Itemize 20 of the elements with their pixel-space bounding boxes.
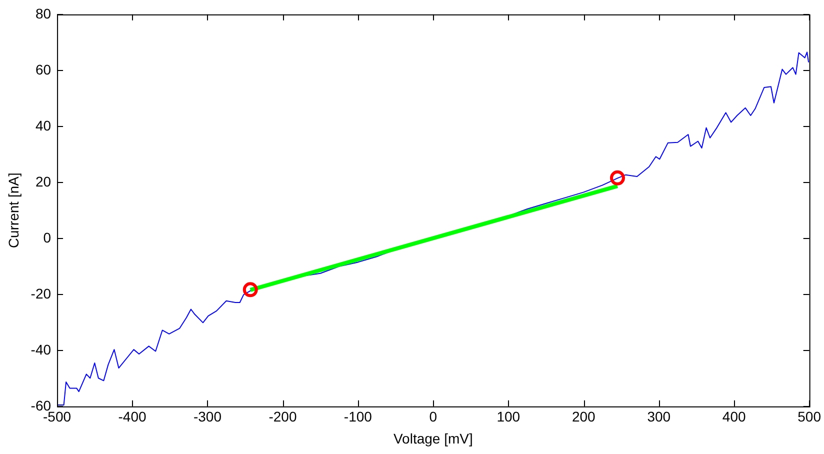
x-tick-label: 0 — [429, 408, 438, 425]
x-tick-label: -400 — [118, 408, 146, 425]
y-tick-label: -60 — [30, 397, 52, 414]
y-tick-label: 20 — [35, 173, 52, 190]
x-tick-label: -300 — [193, 408, 222, 425]
y-tick-label: 0 — [43, 229, 52, 246]
x-tick-label: -100 — [344, 408, 372, 425]
y-tick-label: 80 — [35, 5, 52, 22]
y-tick-label: 40 — [35, 117, 52, 134]
x-tick-label: 200 — [572, 408, 596, 425]
y-tick-label: -20 — [30, 285, 52, 302]
x-tick-label: 500 — [798, 408, 822, 425]
x-tick-label: 100 — [496, 408, 520, 425]
x-axis-title: Voltage [mV] — [393, 430, 473, 446]
y-axis-title: Current [nA] — [5, 172, 22, 248]
x-tick-label: -200 — [268, 408, 297, 425]
x-tick-label: 300 — [647, 408, 671, 425]
x-tick-label: 400 — [722, 408, 746, 425]
y-tick-label: -40 — [30, 341, 52, 358]
y-tick-label: 60 — [35, 61, 52, 78]
